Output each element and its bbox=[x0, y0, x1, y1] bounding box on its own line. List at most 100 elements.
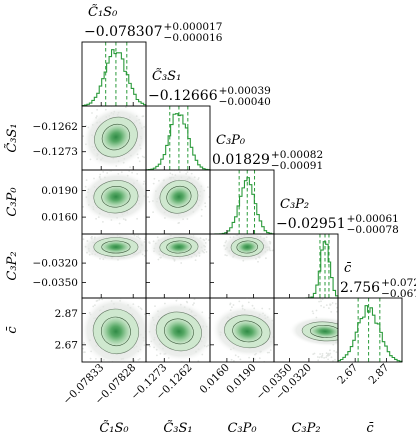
title-minus: −0.000016 bbox=[164, 32, 223, 44]
scatter-point bbox=[118, 222, 121, 225]
histogram-3 bbox=[274, 241, 339, 299]
scatter-point bbox=[153, 250, 155, 253]
scatter-point bbox=[182, 218, 185, 221]
scatter-point bbox=[223, 244, 226, 247]
scatter-point bbox=[169, 172, 172, 175]
scatter-point bbox=[203, 248, 206, 251]
scatter-point bbox=[89, 158, 92, 161]
scatter-point bbox=[98, 212, 101, 215]
scatter-point bbox=[113, 307, 116, 309]
scatter-point bbox=[312, 312, 315, 315]
scatter-point bbox=[192, 211, 195, 213]
x-tick-label: 0.0190 bbox=[224, 362, 258, 396]
scatter-point bbox=[263, 239, 265, 242]
scatter-point bbox=[228, 249, 231, 252]
scatter-point bbox=[204, 245, 207, 248]
density-3-1 bbox=[146, 234, 210, 264]
scatter-point bbox=[330, 356, 333, 359]
scatter-point bbox=[93, 238, 96, 240]
scatter-point bbox=[266, 351, 269, 354]
scatter-point bbox=[155, 348, 158, 351]
scatter-point bbox=[192, 304, 194, 306]
y-tick-label: −0.1273 bbox=[32, 146, 78, 158]
scatter-point bbox=[190, 311, 193, 313]
scatter-point bbox=[136, 173, 139, 175]
scatter-point bbox=[131, 171, 134, 174]
scatter-point bbox=[190, 236, 193, 239]
scatter-point bbox=[338, 318, 340, 320]
scatter-point bbox=[176, 362, 178, 364]
scatter-point bbox=[321, 356, 323, 359]
scatter-point bbox=[149, 345, 151, 348]
scatter-point bbox=[113, 110, 116, 113]
scatter-point bbox=[152, 200, 154, 202]
scatter-point bbox=[192, 236, 195, 239]
scatter-point bbox=[167, 357, 170, 359]
panel-3-1 bbox=[145, 233, 211, 299]
scatter-point bbox=[241, 305, 244, 308]
scatter-point bbox=[186, 218, 189, 220]
scatter-point bbox=[321, 298, 324, 301]
scatter-point bbox=[228, 317, 231, 320]
scatter-point bbox=[164, 238, 166, 241]
scatter-point bbox=[119, 300, 121, 302]
scatter-point bbox=[197, 204, 200, 207]
scatter-point bbox=[327, 358, 329, 361]
scatter-point bbox=[332, 340, 334, 343]
scatter-point bbox=[98, 298, 101, 301]
y-axis-label: c̄ bbox=[5, 326, 20, 334]
scatter-point bbox=[122, 231, 124, 233]
scatter-point bbox=[237, 231, 239, 233]
scatter-point bbox=[120, 358, 123, 360]
scatter-point bbox=[86, 240, 89, 243]
scatter-point bbox=[187, 256, 190, 258]
panel-4-1 bbox=[145, 294, 211, 364]
scatter-point bbox=[199, 190, 202, 193]
scatter-point bbox=[138, 118, 141, 121]
scatter-point bbox=[103, 358, 105, 361]
panel-4-0 bbox=[81, 297, 147, 363]
scatter-point bbox=[158, 179, 160, 182]
scatter-point bbox=[96, 154, 99, 157]
scatter-point bbox=[198, 255, 201, 257]
scatter-point bbox=[185, 300, 188, 303]
scatter-point bbox=[172, 176, 175, 179]
scatter-point bbox=[152, 211, 155, 214]
scatter-point bbox=[243, 234, 246, 237]
scatter-point bbox=[148, 314, 151, 316]
scatter-point bbox=[164, 302, 166, 305]
scatter-point bbox=[226, 317, 229, 319]
scatter-point bbox=[259, 235, 262, 238]
scatter-point bbox=[94, 236, 96, 239]
contour-1sigma bbox=[101, 123, 131, 151]
density-3-0 bbox=[82, 231, 146, 262]
scatter-point bbox=[91, 253, 94, 255]
scatter-point bbox=[139, 251, 142, 254]
scatter-point bbox=[320, 300, 322, 303]
contour-1sigma bbox=[164, 318, 194, 345]
scatter-point bbox=[153, 323, 156, 326]
scatter-point bbox=[158, 253, 161, 256]
scatter-point bbox=[104, 176, 106, 179]
scatter-point bbox=[91, 235, 93, 238]
scatter-point bbox=[330, 311, 333, 313]
scatter-point bbox=[312, 353, 315, 355]
scatter-point bbox=[256, 235, 259, 238]
scatter-point bbox=[154, 242, 157, 245]
scatter-point bbox=[112, 113, 115, 115]
scatter-point bbox=[152, 135, 154, 137]
scatter-point bbox=[91, 112, 93, 114]
scatter-point bbox=[89, 313, 92, 316]
scatter-point bbox=[117, 111, 120, 114]
scatter-point bbox=[108, 213, 111, 216]
scatter-point bbox=[190, 294, 192, 296]
scatter-point bbox=[264, 250, 267, 253]
scatter-point bbox=[240, 235, 243, 238]
contour-1sigma bbox=[166, 185, 192, 208]
scatter-point bbox=[332, 343, 335, 346]
scatter-point bbox=[132, 253, 135, 256]
scatter-point bbox=[93, 148, 96, 151]
scatter-point bbox=[204, 202, 207, 205]
scatter-point bbox=[135, 115, 138, 118]
